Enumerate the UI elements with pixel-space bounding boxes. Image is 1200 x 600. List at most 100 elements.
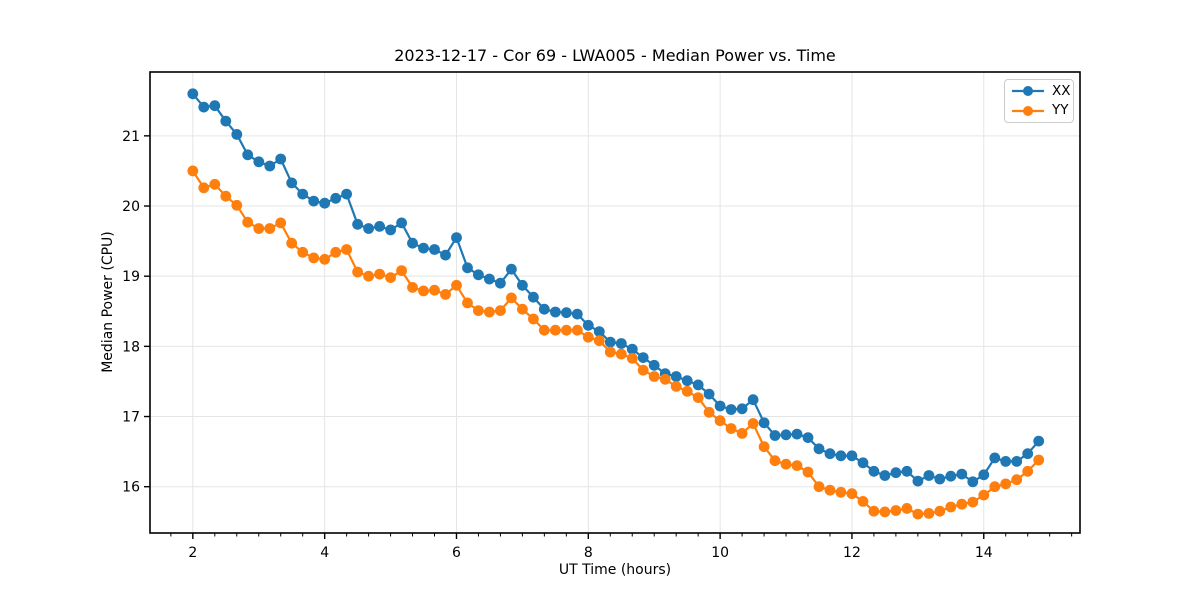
data-point-yy [363,270,374,282]
chart-title: 2023-12-17 - Cor 69 - LWA005 - Median Po… [394,46,836,65]
data-point-yy [582,331,594,343]
y-tick-label: 16 [122,480,140,496]
data-point-xx [319,197,331,209]
data-point-yy [692,392,704,403]
data-point-xx [451,232,462,244]
data-point-yy [538,324,550,336]
data-point-yy [242,216,254,228]
data-point-yy [637,364,649,376]
data-point-yy [330,246,342,258]
data-point-xx [1000,456,1012,467]
data-point-yy [648,371,660,382]
data-point-yy [198,182,210,194]
x-tick-label: 14 [975,545,993,561]
data-point-yy [220,190,232,202]
data-point-xx [857,457,869,469]
data-point-xx [550,306,561,318]
data-point-xx [396,217,407,229]
data-point-yy [396,265,407,276]
data-point-xx [956,468,968,480]
data-point-yy [758,441,770,453]
data-point-yy [813,481,825,493]
data-point-yy [561,324,572,336]
y-axis-label: Median Power (CPU) [100,231,116,373]
data-point-yy [967,496,979,508]
data-point-yy [473,305,484,316]
data-point-yy [484,306,495,318]
data-point-xx [473,269,484,281]
data-point-xx [385,224,396,236]
series-line-xx [191,93,1040,483]
data-point-yy [791,460,803,471]
data-point-xx [912,475,924,487]
data-point-yy [440,289,451,300]
data-point-yy [912,508,924,520]
data-point-xx [604,336,616,348]
axes-frame [149,71,1081,534]
x-tick-label: 10 [711,545,729,561]
data-point-yy [407,282,418,293]
data-point-xx [418,242,429,254]
data-point-yy [593,335,605,347]
data-point-xx [253,156,265,168]
data-point-yy [780,458,792,470]
data-point-xx [231,129,243,140]
data-point-xx [484,273,495,285]
data-point-yy [297,246,309,258]
data-point-xx [879,470,891,481]
data-point-yy [615,348,627,360]
legend: XX YY [1004,79,1074,123]
data-point-xx [802,432,814,443]
data-point-yy [495,305,506,316]
data-point-yy [802,466,814,478]
data-point-xx [648,359,660,371]
data-point-yy [934,505,946,517]
data-point-yy [626,352,638,364]
data-point-xx [374,221,385,232]
data-point-yy [1022,465,1034,477]
data-point-xx [978,469,990,481]
data-point-yy [868,505,880,517]
data-point-yy [846,488,858,500]
data-point-xx [286,177,298,189]
y-tick-label: 20 [122,199,140,215]
data-point-xx [242,149,254,161]
data-point-yy [462,297,473,309]
data-point-xx [769,430,781,441]
data-point-xx [890,467,902,479]
data-point-yy [978,489,990,501]
data-point-xx [846,450,858,462]
data-point-xx [1033,435,1045,447]
data-point-yy [857,496,869,507]
data-point-xx [835,450,847,462]
legend-item-yy: YY [1005,102,1073,120]
data-point-yy [451,279,462,291]
data-point-yy [725,423,737,434]
data-point-xx [341,188,352,200]
data-point-yy [1033,454,1045,466]
data-point-xx [330,192,342,204]
data-point-yy [385,272,396,283]
data-point-yy [506,292,517,304]
data-point-yy [253,223,265,234]
data-point-xx [692,379,704,391]
data-point-yy [429,284,440,296]
data-point-xx [308,195,320,207]
data-point-xx [1022,448,1034,460]
data-point-xx [517,279,528,291]
data-point-xx [264,160,276,172]
data-point-yy [681,385,693,397]
data-point-yy [989,481,1001,493]
data-point-xx [868,465,880,477]
data-point-xx [528,291,539,303]
data-point-xx [989,452,1001,464]
data-point-yy [286,237,298,249]
data-point-xx [923,470,935,481]
data-point-xx [945,470,957,482]
x-axis-label: UT Time (hours) [558,562,672,578]
data-point-xx [780,429,792,441]
data-point-yy [264,223,276,234]
data-point-yy [901,503,913,514]
data-point-yy [659,373,671,385]
